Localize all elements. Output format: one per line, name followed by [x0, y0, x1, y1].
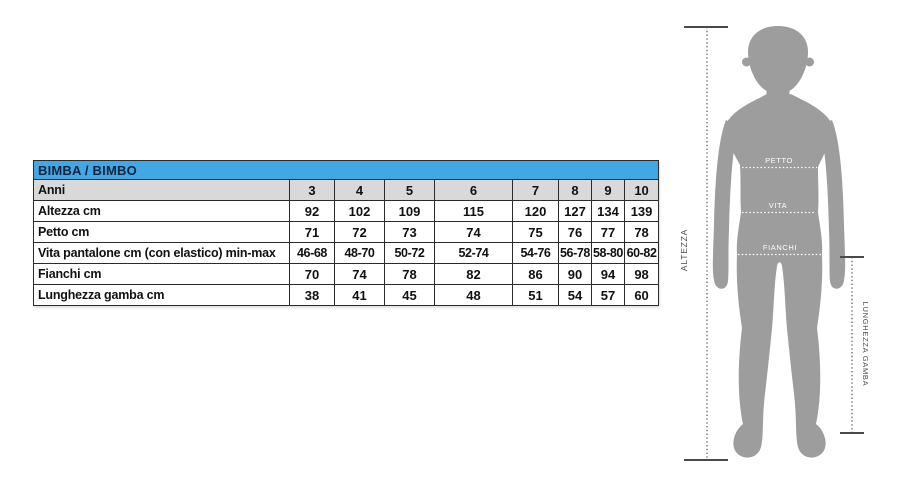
waist-label: VITA: [769, 201, 788, 210]
row-label: Altezza cm: [33, 200, 290, 222]
table-row-anni: Anni 3 4 5 6 7 8 9 10: [33, 179, 660, 201]
value-cell: 54-76: [512, 242, 559, 264]
table-row-vita: Vita pantalone cm (con elastico) min-max…: [33, 242, 660, 264]
value-cell: 134: [591, 200, 625, 222]
value-cell: 72: [334, 221, 385, 243]
child-silhouette-diagram: PETTO VITA FIANCHI ALTEZZA LUNGHEZZA GAM…: [679, 26, 870, 461]
value-cell: 76: [558, 221, 592, 243]
value-cell: 48-70: [334, 242, 385, 264]
value-cell: 78: [384, 263, 435, 285]
value-cell: 71: [289, 221, 335, 243]
row-label: Lunghezza gamba cm: [33, 284, 290, 306]
size-cell: 5: [384, 179, 435, 201]
value-cell: 51: [512, 284, 559, 306]
row-label: Vita pantalone cm (con elastico) min-max: [33, 242, 290, 264]
silhouette-ear-right: [805, 57, 814, 67]
size-cell: 8: [558, 179, 592, 201]
size-cell: 4: [334, 179, 385, 201]
value-cell: 54: [558, 284, 592, 306]
measurement-figure-panel: PETTO VITA FIANCHI ALTEZZA LUNGHEZZA GAM…: [670, 0, 917, 503]
value-cell: 120: [512, 200, 559, 222]
value-cell: 56-78: [558, 242, 592, 264]
value-cell: 45: [384, 284, 435, 306]
silhouette-arm-left: [712, 120, 737, 289]
height-label: ALTEZZA: [679, 229, 689, 271]
row-label: Anni: [33, 179, 290, 201]
value-cell: 48: [434, 284, 513, 306]
size-cell: 9: [591, 179, 625, 201]
silhouette-body: [726, 94, 832, 458]
table-row-altezza: Altezza cm 92 102 109 115 120 127 134 13…: [33, 200, 660, 222]
value-cell: 38: [289, 284, 335, 306]
value-cell: 75: [512, 221, 559, 243]
size-cell: 6: [434, 179, 513, 201]
value-cell: 92: [289, 200, 335, 222]
size-cell: 10: [623, 179, 660, 201]
silhouette-ear-left: [742, 57, 751, 67]
value-cell: 60-82: [623, 242, 660, 264]
table-row-lunghezza-gamba: Lunghezza gamba cm 38 41 45 48 51 54 57 …: [33, 284, 660, 306]
size-table: BIMBA / BIMBO Anni 3 4 5 6 7 8 9 10 Alte…: [32, 160, 660, 306]
value-cell: 77: [591, 221, 625, 243]
row-label: Petto cm: [33, 221, 290, 243]
value-cell: 74: [334, 263, 385, 285]
hips-label: FIANCHI: [763, 243, 797, 252]
size-cell: 3: [289, 179, 335, 201]
value-cell: 82: [434, 263, 513, 285]
value-cell: 50-72: [384, 242, 435, 264]
table-row-fianchi: Fianchi cm 70 74 78 82 86 90 94 98: [33, 263, 660, 285]
value-cell: 74: [434, 221, 513, 243]
value-cell: 127: [558, 200, 592, 222]
table-title: BIMBA / BIMBO: [32, 160, 660, 180]
value-cell: 94: [591, 263, 625, 285]
value-cell: 70: [289, 263, 335, 285]
silhouette-arm-right: [821, 120, 846, 289]
value-cell: 73: [384, 221, 435, 243]
value-cell: 86: [512, 263, 559, 285]
value-cell: 58-80: [591, 242, 625, 264]
value-cell: 98: [623, 263, 660, 285]
leg-length-label: LUNGHEZZA GAMBA: [861, 302, 870, 387]
value-cell: 90: [558, 263, 592, 285]
value-cell: 109: [384, 200, 435, 222]
value-cell: 78: [623, 221, 660, 243]
size-cell: 7: [512, 179, 559, 201]
table-row-petto: Petto cm 71 72 73 74 75 76 77 78: [33, 221, 660, 243]
value-cell: 41: [334, 284, 385, 306]
table-title-row: BIMBA / BIMBO: [32, 160, 660, 180]
value-cell: 57: [591, 284, 625, 306]
value-cell: 52-74: [434, 242, 513, 264]
silhouette-neck: [766, 72, 790, 102]
value-cell: 46-68: [289, 242, 335, 264]
silhouette-head: [748, 26, 808, 94]
leg-length-dimension-line: [840, 256, 864, 434]
chest-label: PETTO: [765, 156, 793, 165]
value-cell: 102: [334, 200, 385, 222]
size-table-container: BIMBA / BIMBO Anni 3 4 5 6 7 8 9 10 Alte…: [32, 160, 660, 306]
value-cell: 139: [623, 200, 660, 222]
value-cell: 60: [623, 284, 660, 306]
child-silhouette: [712, 26, 846, 458]
height-dimension-line: [684, 26, 728, 461]
row-label: Fianchi cm: [33, 263, 290, 285]
value-cell: 115: [434, 200, 513, 222]
